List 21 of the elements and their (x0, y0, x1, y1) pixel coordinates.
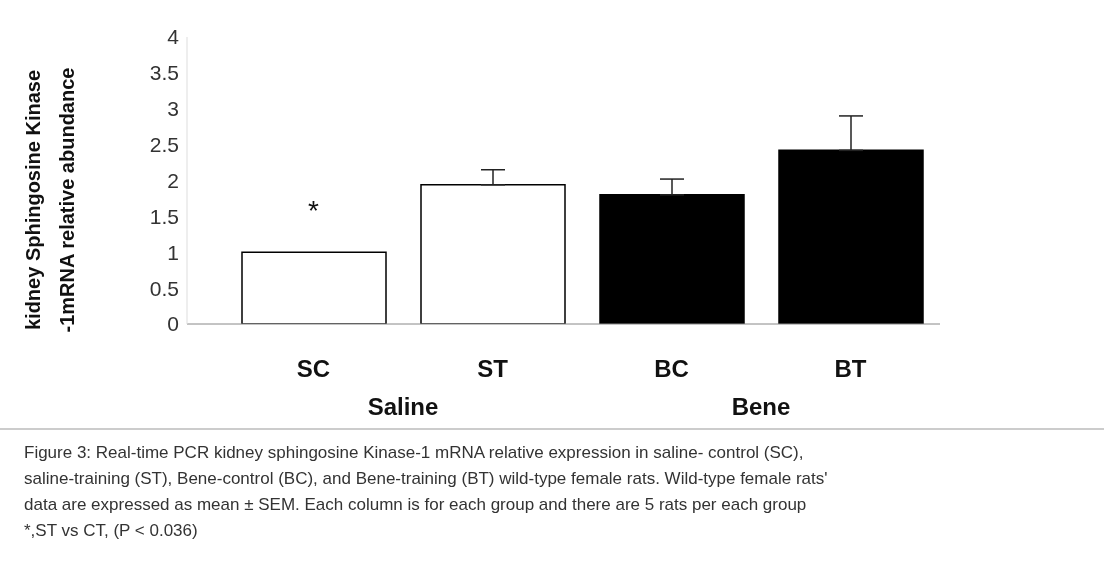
x-tick-label: SC (296, 355, 331, 383)
text: Bene (730, 393, 792, 421)
text: *,ST vs CT, (P < 0.036) (24, 520, 199, 542)
y-tick-label: 2 (167, 168, 179, 192)
text: data are expressed as mean ± SEM. Each column is for each group and there are 5 rats per each group (24, 494, 808, 516)
x-tick-label: ST (477, 355, 509, 383)
y-tick-label: 1.5 (149, 204, 179, 228)
text: saline-training (ST), Bene-control (BC), and Bene-training (BT) wild-type female rats. Wild-type female rats' (24, 468, 829, 490)
y-tick-label: 4 (167, 25, 180, 49)
y-tick-label: 1 (167, 240, 179, 264)
text: Saline (366, 393, 440, 421)
y-tick-label: 0.5 (149, 276, 179, 300)
y-tick-label: 2.5 (149, 133, 179, 157)
y-tick-label: 0 (167, 312, 179, 336)
y-tick-label: 3.5 (149, 61, 179, 85)
x-tick-label: BT (834, 355, 867, 383)
x-tick-label: BC (654, 355, 689, 383)
y-tick-label: 3 (167, 97, 179, 121)
annotation: * (308, 195, 320, 227)
caption: Figure 3: Real-time PCR kidney sphingosine Kinase-1 mRNA relative expression in saline- control (SC), (24, 442, 805, 464)
y-axis-title: kidney Sphingosine Kinase -1mRNA relative abundance (21, 66, 79, 335)
